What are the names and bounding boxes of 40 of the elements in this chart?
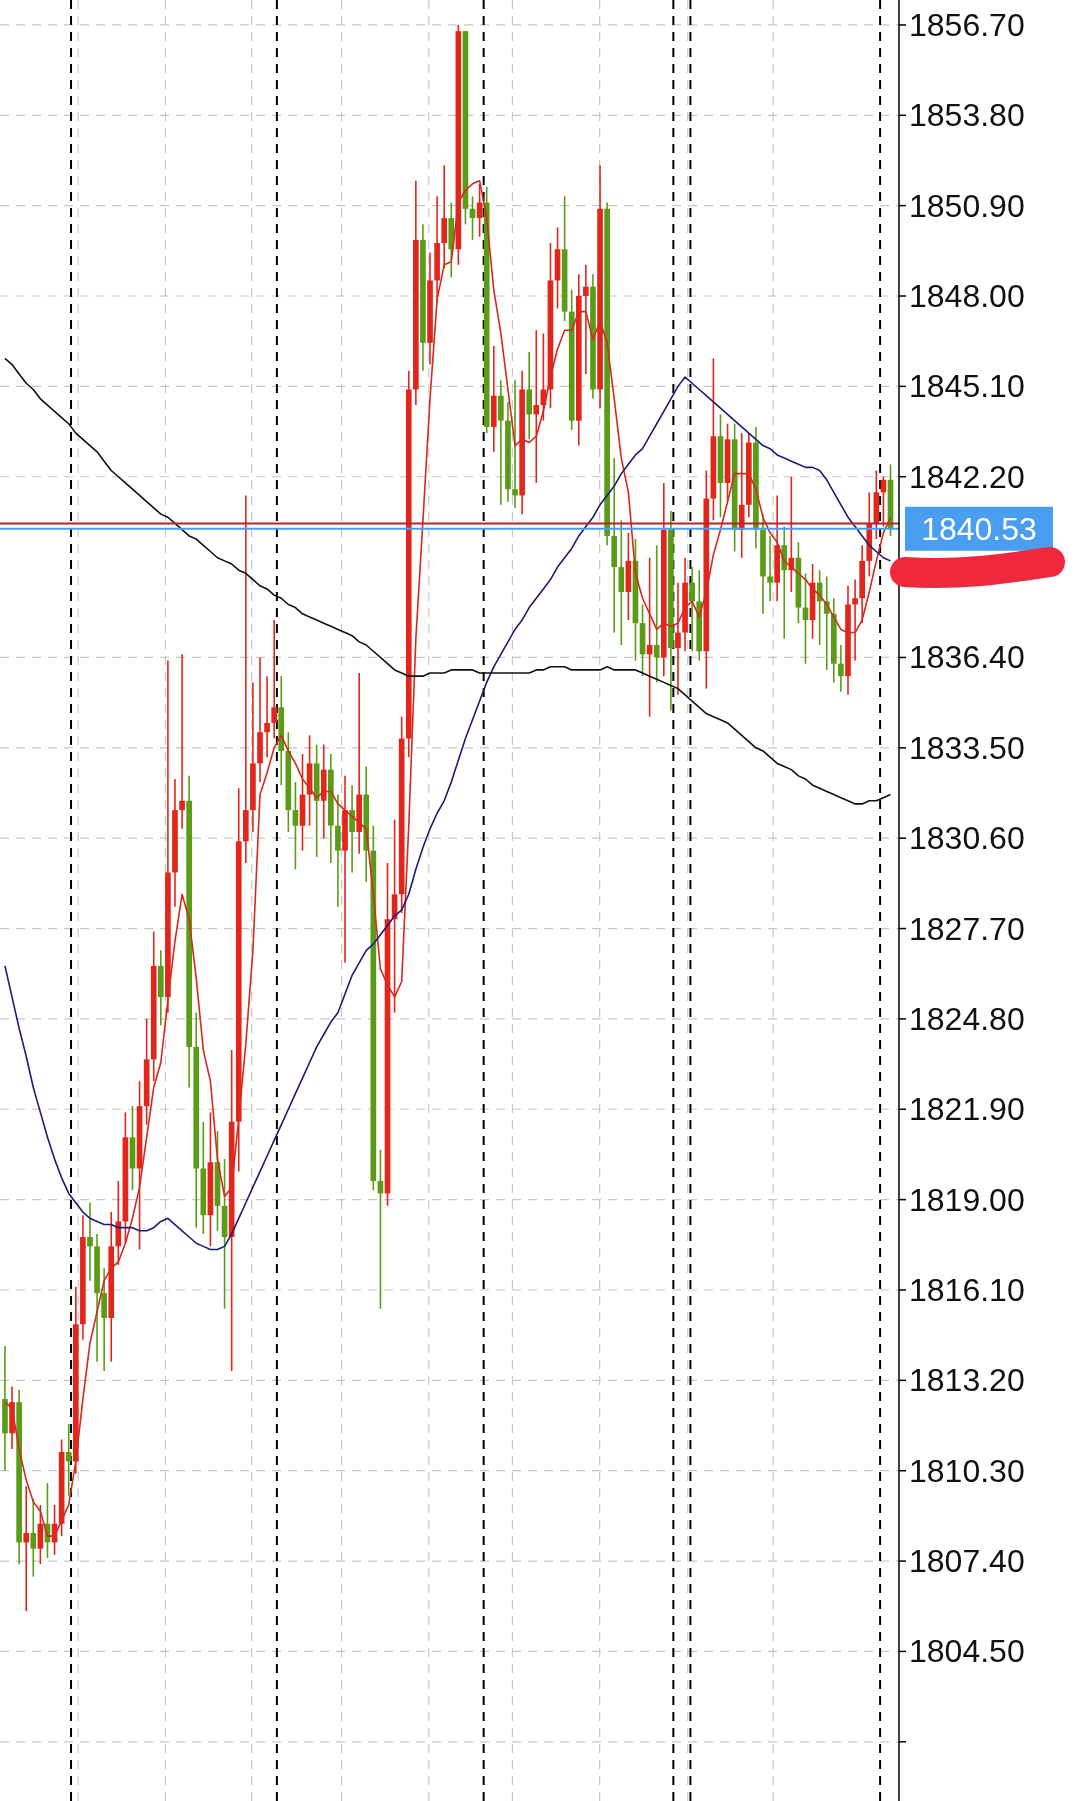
candlestick bbox=[767, 535, 773, 603]
y-tick-label: 1845.10 bbox=[909, 368, 1025, 405]
y-tick-label: 1813.20 bbox=[909, 1362, 1025, 1399]
y-tick-label: 1827.70 bbox=[909, 910, 1025, 947]
y-tick-label: 1807.40 bbox=[909, 1543, 1025, 1580]
y-tick-label: 1856.70 bbox=[909, 6, 1025, 43]
candlestick bbox=[271, 619, 277, 740]
candlestick bbox=[852, 578, 858, 662]
y-tick-label: 1821.90 bbox=[909, 1091, 1025, 1128]
candlestick bbox=[87, 1201, 93, 1282]
y-tick-label: 1850.90 bbox=[909, 187, 1025, 224]
y-tick-label: 1848.00 bbox=[909, 278, 1025, 315]
candlestick bbox=[533, 329, 540, 484]
candlestick bbox=[23, 1485, 30, 1612]
candlestick bbox=[30, 1497, 37, 1578]
y-tick-label: 1842.20 bbox=[909, 458, 1025, 495]
candlestick bbox=[689, 566, 695, 653]
candlestick bbox=[838, 644, 844, 693]
y-tick-label: 1824.80 bbox=[909, 1000, 1025, 1037]
y-tick-label: 1836.40 bbox=[909, 639, 1025, 676]
y-tick-label: 1804.50 bbox=[909, 1633, 1025, 1670]
candlestick bbox=[653, 544, 660, 684]
candlestick bbox=[179, 653, 185, 830]
ref-line-label: 1840.53 bbox=[921, 510, 1037, 547]
y-tick-label: 1819.00 bbox=[909, 1181, 1025, 1218]
candlestick bbox=[264, 675, 270, 758]
candlestick bbox=[292, 781, 299, 871]
y-tick-label: 1853.80 bbox=[909, 97, 1025, 134]
y-tick-label: 1810.30 bbox=[909, 1452, 1025, 1489]
y-tick-label: 1816.10 bbox=[909, 1271, 1025, 1308]
candlestick bbox=[583, 264, 589, 375]
candlestick bbox=[675, 581, 681, 696]
candlestick bbox=[65, 1423, 72, 1497]
y-tick-label: 1830.60 bbox=[909, 820, 1025, 857]
y-tick-label: 1833.50 bbox=[909, 729, 1025, 766]
candlestick bbox=[512, 379, 518, 509]
line-series bbox=[4, 376, 892, 1251]
candlestick bbox=[349, 784, 355, 874]
line-series bbox=[4, 357, 892, 805]
candlestick bbox=[242, 494, 249, 864]
